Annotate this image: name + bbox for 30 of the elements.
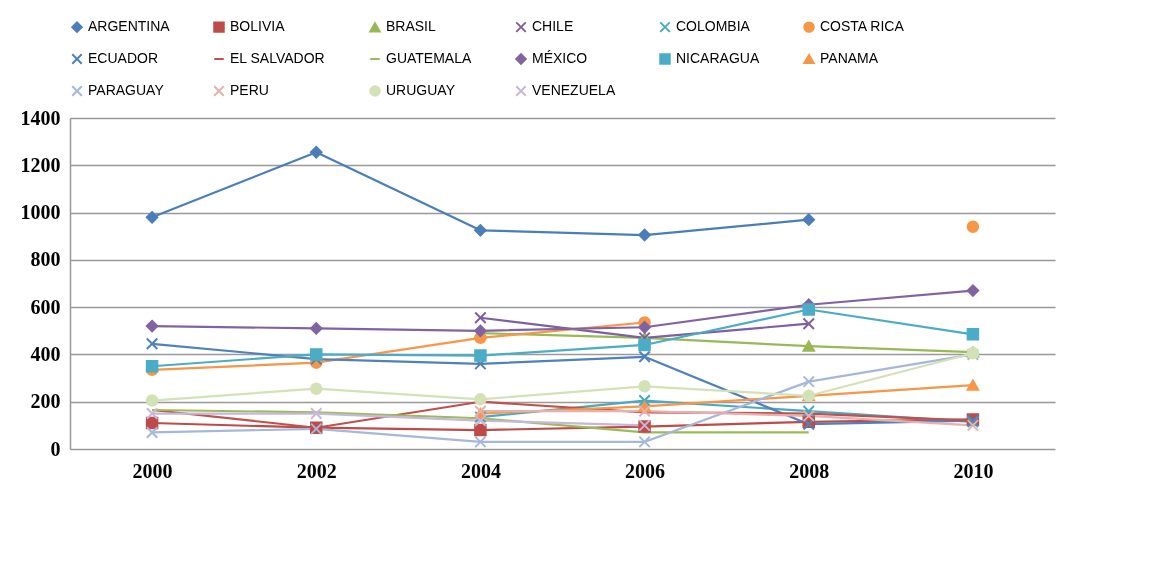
legend-label: PARAGUAY xyxy=(88,82,165,98)
y-tick-label: 600 xyxy=(30,295,61,318)
y-tick-label: 1000 xyxy=(20,201,61,224)
legend-label: ARGENTINA xyxy=(88,18,171,35)
legend-label: BOLIVIA xyxy=(230,18,286,35)
y-tick-label: 1200 xyxy=(20,153,61,176)
y-tick-label: 0 xyxy=(50,437,61,460)
y-tick-label: 1400 xyxy=(20,106,61,129)
x-tick-label: 2008 xyxy=(789,459,830,482)
legend-label: MÉXICO xyxy=(532,50,588,66)
legend-label: CHILE xyxy=(532,18,574,35)
legend-label: NICARAGUA xyxy=(676,50,760,66)
legend-label: COSTA RICA xyxy=(820,18,905,35)
y-tick-label: 800 xyxy=(30,248,61,271)
legend-label: BRASIL xyxy=(386,18,437,35)
x-tick-label: 2010 xyxy=(953,459,994,482)
legend-label: URUGUAY xyxy=(386,82,456,98)
legend-label: EL SALVADOR xyxy=(230,50,325,66)
legend-label: COLOMBIA xyxy=(676,18,751,35)
legend-label: GUATEMALA xyxy=(386,50,472,66)
y-tick-label: 200 xyxy=(30,390,61,413)
legend-label: VENEZUELA xyxy=(532,82,616,98)
x-tick-label: 2002 xyxy=(296,459,337,482)
x-tick-label: 2000 xyxy=(132,459,173,482)
legend-label: PANAMA xyxy=(820,50,879,66)
y-tick-label: 400 xyxy=(30,342,61,365)
legend-label: PERU xyxy=(230,82,269,98)
x-tick-label: 2006 xyxy=(625,459,666,482)
legend-label: ECUADOR xyxy=(88,50,159,66)
x-tick-label: 2004 xyxy=(460,459,501,482)
